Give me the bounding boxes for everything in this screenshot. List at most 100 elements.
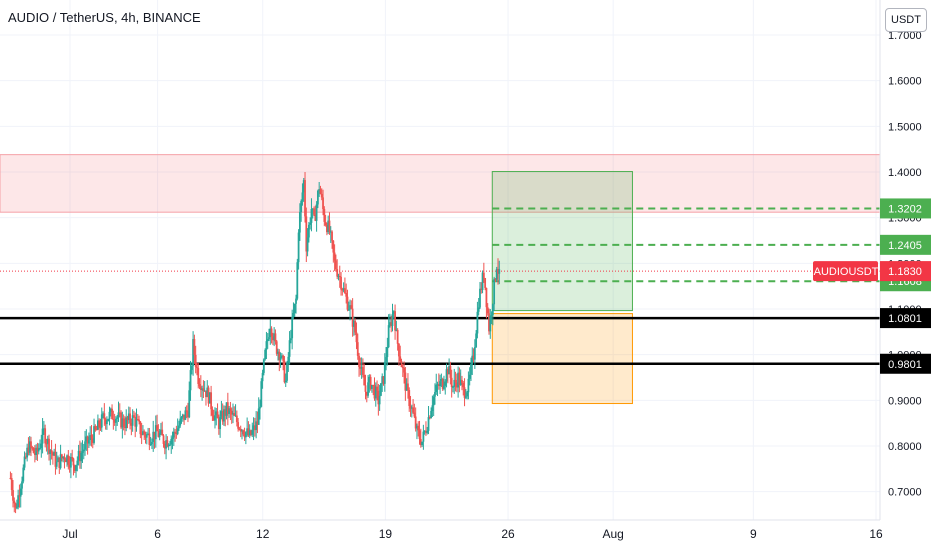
candle-body — [444, 381, 447, 386]
candle-body — [208, 392, 211, 404]
candle-body — [136, 419, 139, 421]
candle-body — [37, 448, 40, 452]
x-tick-label: 16 — [869, 527, 883, 541]
candle-body — [488, 313, 490, 332]
candle-body — [464, 396, 467, 398]
candle-body — [428, 417, 431, 419]
candle-body — [325, 224, 328, 233]
candle-body — [12, 490, 14, 501]
candle-body — [449, 366, 452, 378]
candle-body — [134, 416, 137, 427]
candle-body — [354, 320, 357, 333]
candle-body — [316, 190, 319, 205]
candle-body — [253, 425, 256, 431]
candle-body — [398, 343, 400, 357]
candle-body — [215, 411, 218, 416]
candle-body — [257, 408, 260, 425]
candle-body — [360, 367, 363, 369]
candle-body — [156, 425, 158, 432]
candle-body — [189, 370, 192, 391]
candle-body — [230, 410, 233, 415]
candle-body — [454, 379, 457, 383]
candle-body — [274, 333, 277, 342]
currency-unit-button[interactable]: USDT — [885, 8, 927, 32]
candle-body — [497, 268, 499, 274]
candle-body — [24, 456, 27, 458]
candle-body — [233, 413, 236, 416]
candle-body — [212, 415, 215, 421]
candle-body — [97, 420, 99, 430]
candle-body — [403, 367, 405, 373]
candle-body — [107, 419, 110, 421]
candle-body — [51, 452, 54, 456]
candle-body — [498, 269, 501, 274]
candle-body — [331, 231, 333, 241]
candle-body — [404, 372, 407, 391]
candle-body — [471, 355, 474, 364]
candle-body — [157, 431, 160, 437]
candle-body — [485, 287, 488, 308]
candle-body — [64, 459, 67, 463]
candle-body — [242, 430, 245, 435]
candle-body — [480, 288, 483, 291]
candle-body — [309, 222, 312, 225]
candle-body — [193, 339, 196, 355]
candle-body — [14, 503, 17, 508]
candle-body — [337, 276, 340, 278]
candle-body — [266, 339, 269, 342]
candle-body — [262, 359, 265, 373]
candle-body — [55, 461, 58, 467]
candle-body — [63, 456, 66, 460]
candle-body — [455, 382, 458, 388]
candle-body — [394, 311, 396, 331]
candle-body — [381, 376, 384, 384]
candle-body — [42, 428, 45, 430]
candle-body — [251, 430, 254, 435]
candle-body — [121, 418, 124, 428]
candle-body — [386, 347, 389, 358]
last-price-label: 1.1830 — [888, 266, 922, 278]
candle-body — [100, 414, 103, 428]
candle-body — [190, 365, 193, 371]
candle-body — [372, 384, 375, 386]
target-price-label-bg — [880, 198, 931, 219]
candle-body — [91, 438, 94, 443]
candle-body — [199, 386, 202, 390]
candle-body — [183, 414, 185, 420]
candle-body — [247, 428, 250, 436]
candle-body — [241, 430, 243, 432]
candle-body — [178, 425, 180, 429]
candle-body — [369, 376, 372, 389]
candle-body — [311, 208, 314, 210]
candle-body — [88, 439, 90, 444]
candle-body — [408, 390, 411, 407]
candle-body — [494, 278, 497, 280]
candle-body — [194, 354, 197, 367]
candle-body — [225, 402, 228, 416]
candle-body — [152, 431, 155, 442]
candle-body — [18, 495, 21, 497]
candle-body — [296, 262, 299, 299]
candle-body — [353, 320, 355, 327]
candle-body — [80, 452, 83, 462]
candle-body — [252, 425, 255, 431]
candle-body — [333, 252, 336, 261]
candle-body — [229, 408, 232, 411]
candle-body — [228, 408, 231, 414]
candle-body — [187, 411, 189, 418]
candle-body — [78, 450, 81, 462]
candle-body — [291, 316, 294, 339]
candle-body — [71, 457, 74, 459]
candle-body — [298, 212, 301, 233]
candle-body — [108, 411, 111, 420]
candle-body — [413, 412, 416, 417]
candle-body — [117, 412, 120, 418]
candle-body — [19, 488, 22, 497]
candle-body — [125, 417, 128, 429]
candle-body — [219, 416, 222, 430]
candle-body — [49, 449, 52, 454]
candle-body — [26, 447, 29, 458]
candle-body — [179, 418, 182, 426]
